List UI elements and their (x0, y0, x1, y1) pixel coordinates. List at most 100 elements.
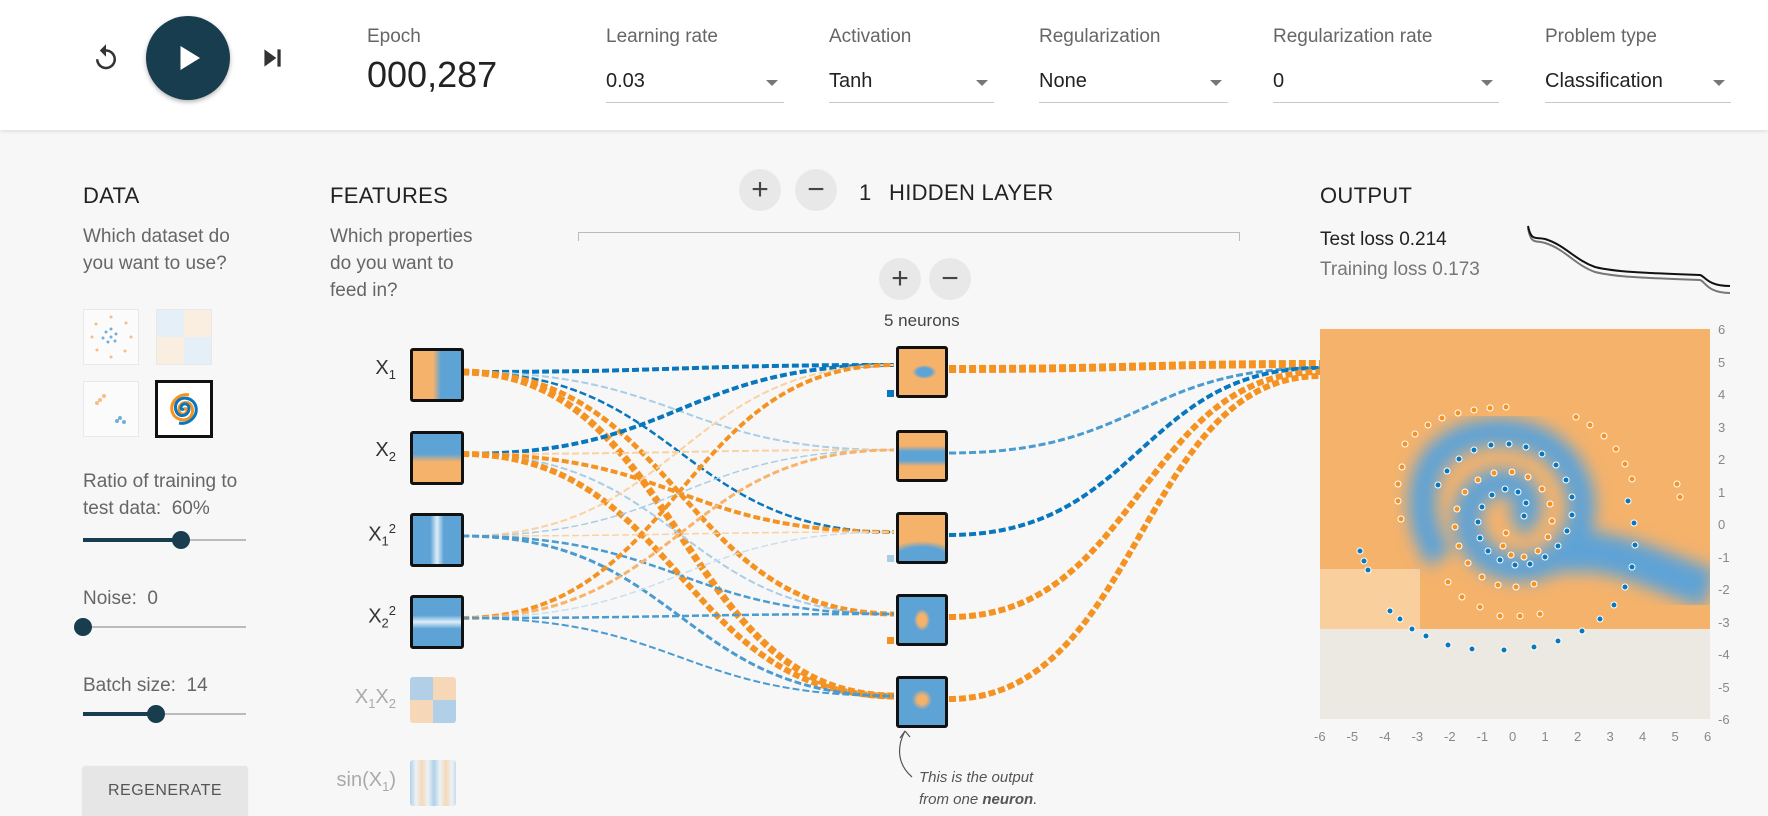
problem-type-select[interactable]: Classification (1545, 60, 1731, 103)
step-icon[interactable] (254, 40, 290, 76)
neuron-2[interactable] (896, 430, 948, 482)
caret-down-icon (1713, 80, 1725, 86)
link-x2sq-n3[interactable] (461, 531, 895, 619)
learning-rate-select[interactable]: 0.03 (606, 60, 784, 103)
link-n5-out[interactable] (948, 373, 1321, 702)
ratio-slider[interactable] (83, 530, 246, 550)
neuron-4[interactable] (896, 594, 948, 646)
layer-bracket (578, 232, 1240, 241)
y-tick-label: 5 (1718, 354, 1726, 370)
play-button[interactable] (146, 16, 230, 100)
link-n1-out[interactable] (948, 360, 1321, 373)
link-x2sq-n1[interactable] (461, 363, 895, 620)
feature-base: X (375, 357, 389, 379)
y-tick-label: -2 (1718, 582, 1730, 597)
feature-x1x2-box[interactable] (410, 677, 456, 723)
regularization-label: Regularization (1039, 26, 1161, 47)
training-loss-line (1527, 227, 1731, 294)
annotation-suffix: . (1033, 791, 1038, 808)
y-tick-label: -1 (1718, 549, 1730, 565)
link-x1sq-n1[interactable] (461, 364, 895, 537)
feature-sinx1-box[interactable] (410, 760, 456, 806)
feature-base: X (368, 605, 382, 628)
neuron-5[interactable] (896, 676, 948, 728)
arrowhead (899, 730, 911, 739)
add-neuron-button[interactable]: + (879, 258, 921, 300)
link-n4-out[interactable] (948, 369, 1321, 620)
feature-label-x1x2: X1X2 (354, 686, 396, 711)
feature-x1-box[interactable] (410, 348, 464, 402)
slider-knob[interactable] (74, 618, 92, 636)
dataset-gaussian-thumb[interactable] (83, 381, 139, 437)
feature-base: X (375, 439, 389, 461)
dataset-circle-thumb[interactable] (83, 309, 139, 365)
activation-label: Activation (829, 26, 912, 47)
feature-sup: 2 (388, 603, 396, 618)
link-x2-n5[interactable] (461, 451, 895, 699)
add-layer-button[interactable]: + (739, 169, 781, 211)
bias-marker (887, 390, 894, 397)
neuron-annotation: This is the output from one neuron. (919, 767, 1037, 811)
test-loss: Test loss 0.214 (1320, 229, 1447, 250)
feature-x2-box[interactable] (410, 431, 464, 485)
link-x2-n1[interactable] (461, 363, 895, 456)
learning-rate-value: 0.03 (606, 70, 645, 92)
dataset-spiral-thumb[interactable] (155, 380, 213, 438)
y-tick-label: -5 (1718, 679, 1730, 695)
link-x2sq-n4[interactable] (461, 612, 895, 620)
batch-value: 14 (186, 675, 208, 696)
output-heatmap[interactable] (1320, 329, 1710, 719)
x-tick-label: 2 (1574, 729, 1582, 744)
x-tick-label: -4 (1379, 729, 1391, 744)
dataset-xor-thumb[interactable] (156, 309, 212, 365)
link-x1sq-n3[interactable] (461, 531, 895, 537)
noise-value: 0 (147, 588, 158, 609)
feature-x2sq-box[interactable] (410, 595, 464, 649)
link-x2sq-n2[interactable] (461, 448, 895, 620)
remove-layer-button[interactable]: − (795, 169, 837, 211)
slider-knob[interactable] (171, 531, 190, 549)
problem-type-value: Classification (1545, 70, 1663, 92)
feature-label-x1sq: X12 (336, 521, 396, 549)
y-tick-label: -4 (1718, 647, 1730, 662)
reset-icon[interactable] (88, 40, 124, 76)
link-x2sq-n5[interactable] (461, 617, 895, 697)
neuron-1[interactable] (896, 346, 948, 398)
batch-size-slider[interactable] (83, 704, 246, 724)
feature-x1sq-box[interactable] (410, 513, 464, 567)
link-n2-out[interactable] (948, 366, 1321, 455)
test-loss-line (1527, 225, 1731, 287)
annotation-line1: This is the output (919, 769, 1034, 786)
noise-slider[interactable] (74, 617, 246, 637)
top-controls-bar: Epoch 000,287 Learning rate 0.03 Activat… (0, 0, 1768, 130)
activation-value: Tanh (829, 70, 873, 92)
feature-label-x2sq: X22 (336, 603, 396, 631)
feature-base: X (368, 523, 382, 546)
link-n3-out[interactable] (948, 366, 1321, 537)
x-tick-label: 6 (1704, 729, 1712, 744)
link-x1sq-n5[interactable] (461, 534, 895, 698)
x-tick-label: 3 (1606, 729, 1614, 744)
bias-marker (887, 555, 894, 562)
link-x1-n1[interactable] (461, 363, 895, 374)
output-heading: OUTPUT (1320, 183, 1413, 208)
neuron-3[interactable] (896, 512, 948, 564)
y-tick-label: -3 (1718, 614, 1730, 630)
link-x1-n3[interactable] (461, 370, 895, 534)
feature-sub: 2 (388, 449, 396, 464)
feature-label-x2: X2 (336, 439, 396, 464)
link-x2-n2[interactable] (461, 449, 895, 455)
feature-sub: 1 (381, 533, 389, 549)
activation-select[interactable]: Tanh (829, 60, 994, 103)
remove-neuron-button[interactable]: − (929, 258, 971, 300)
batch-label: Batch size: (83, 675, 176, 696)
slider-knob[interactable] (147, 705, 166, 723)
y-tick-label: 1 (1718, 484, 1726, 500)
regularization-rate-select[interactable]: 0 (1273, 60, 1499, 103)
features-question: Which properties do you want to feed in? (330, 226, 473, 301)
link-x2-n4[interactable] (461, 453, 895, 615)
link-x1-n4[interactable] (461, 369, 895, 617)
regenerate-button[interactable]: REGENERATE (83, 766, 247, 816)
data-question: Which dataset do you want to use? (83, 226, 230, 274)
regularization-select[interactable]: None (1039, 60, 1228, 103)
